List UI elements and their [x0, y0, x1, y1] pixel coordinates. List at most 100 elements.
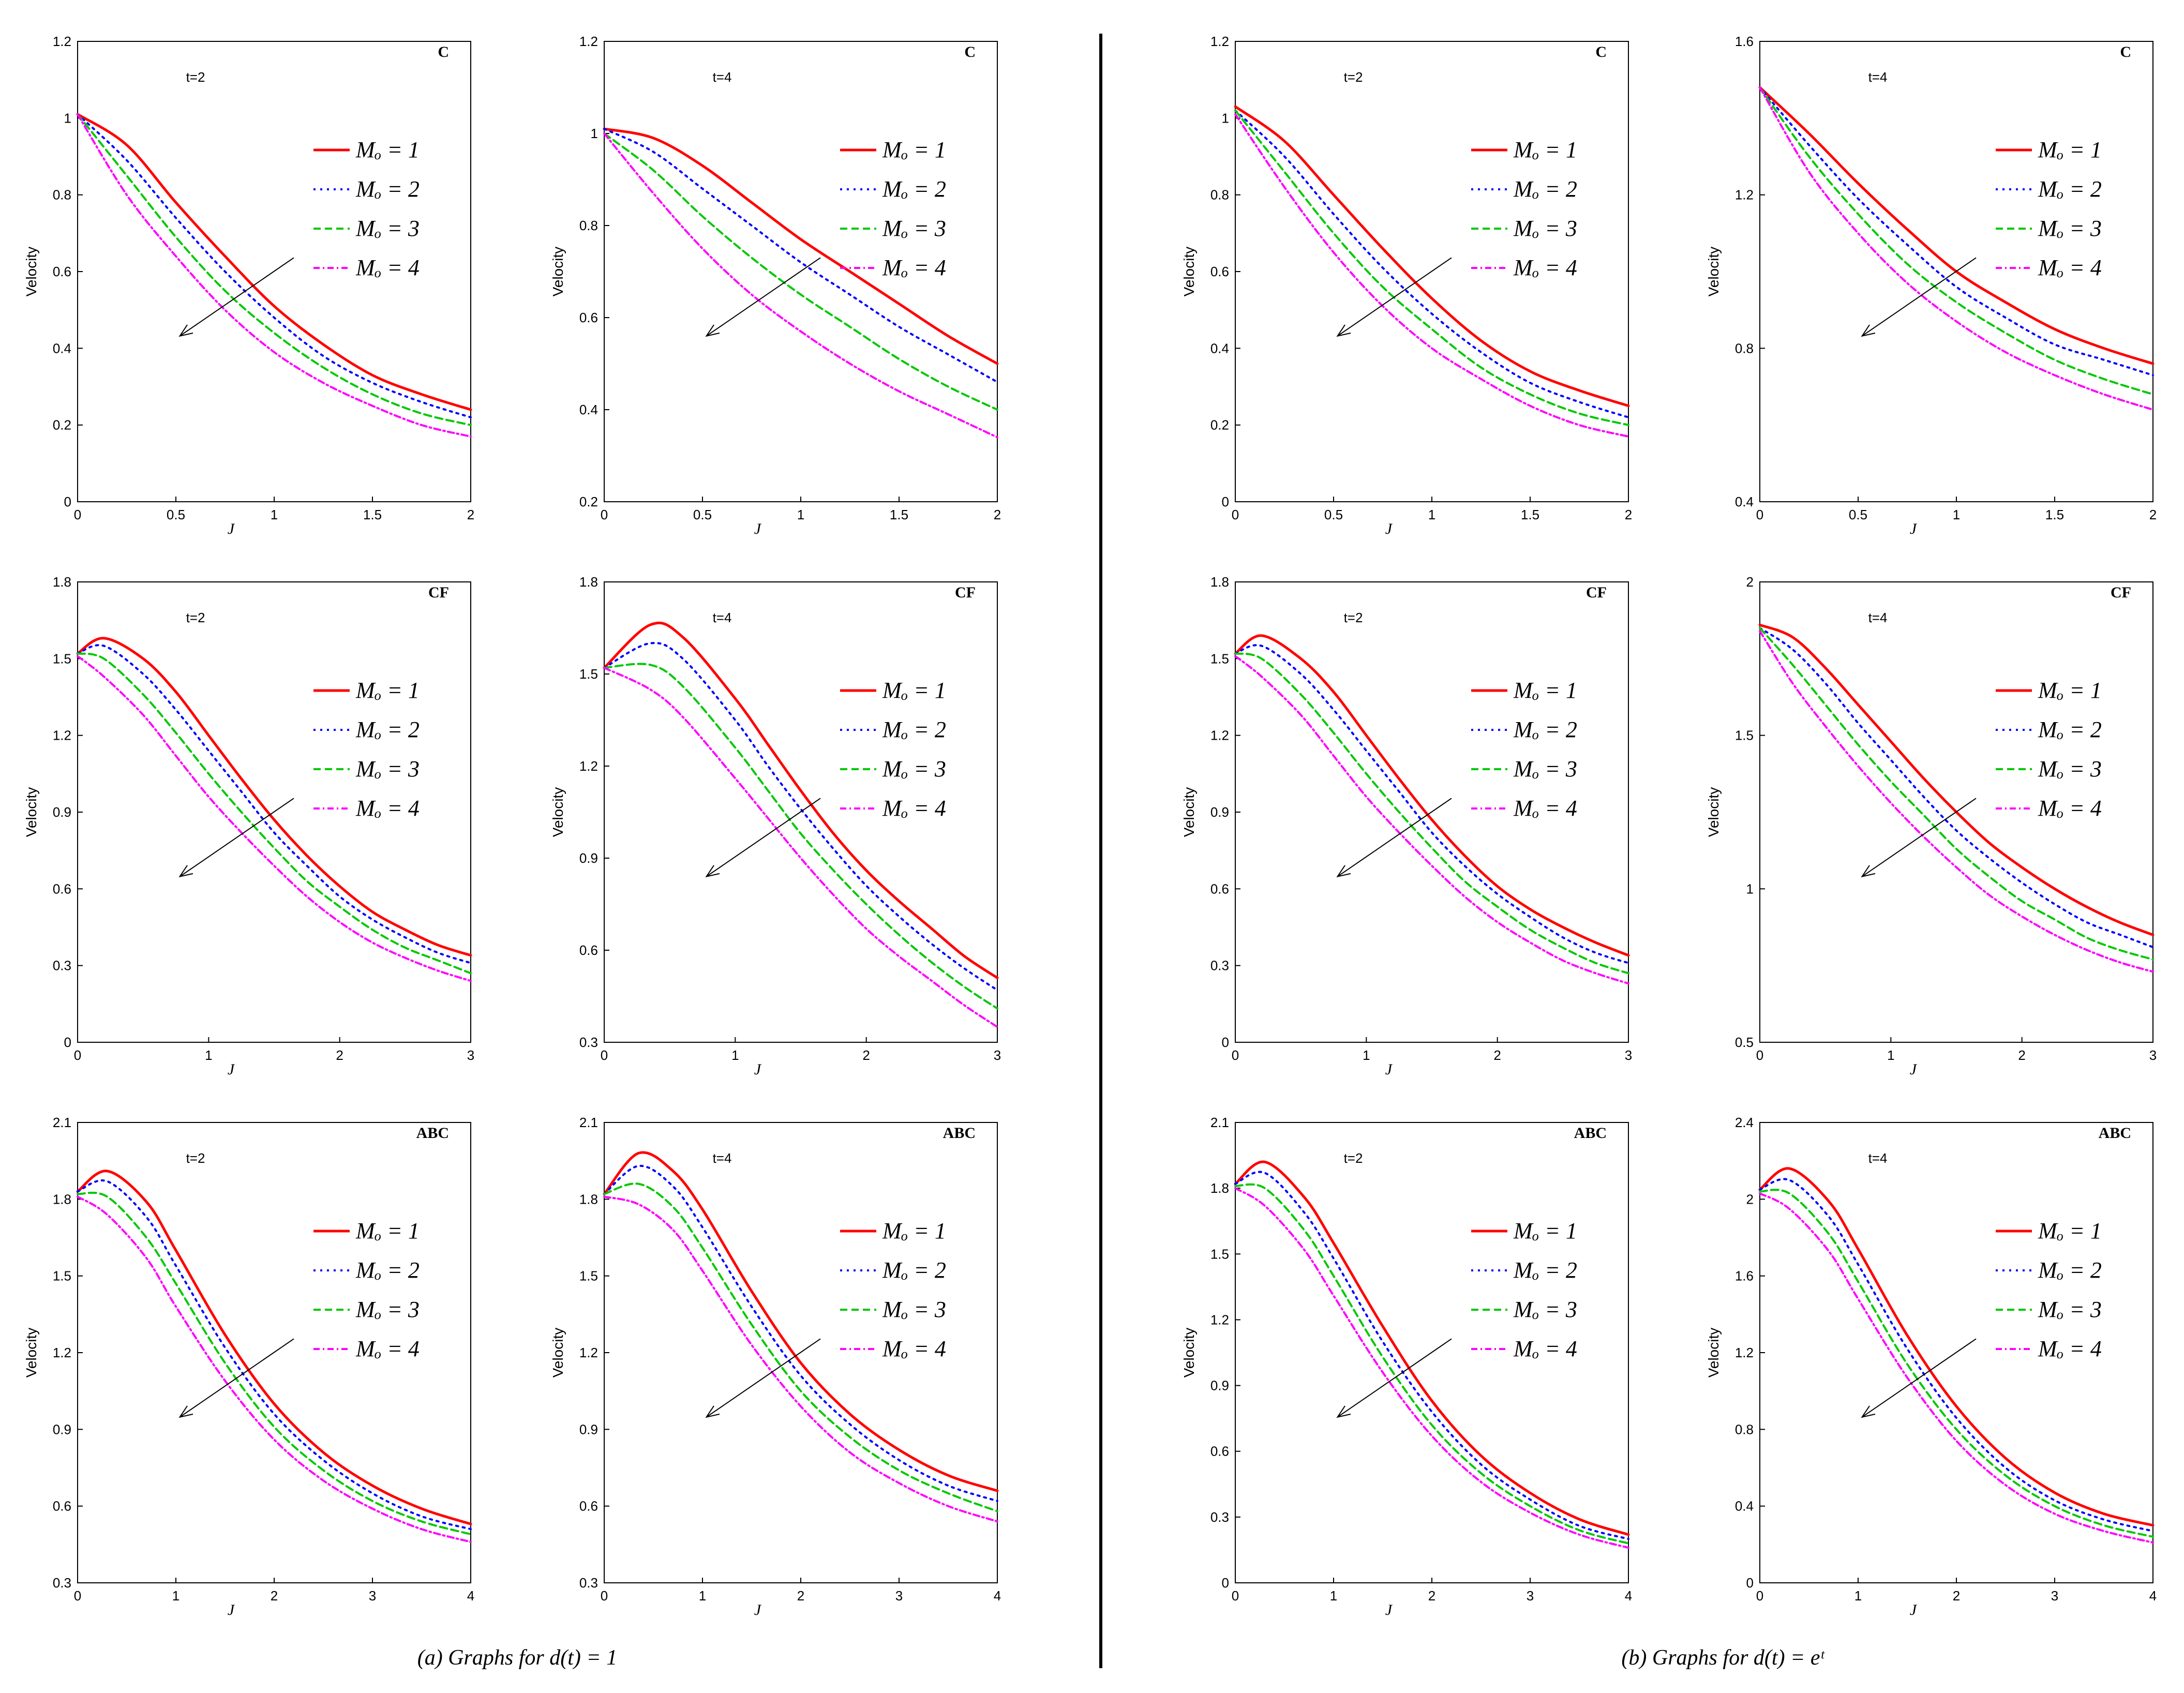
legend-label-mo-3: Mₒ = 3 — [1513, 216, 1577, 241]
y-tick-label: 0.9 — [1210, 804, 1229, 820]
series-line-mo-3 — [603, 132, 998, 411]
x-tick-label: 1 — [699, 1588, 706, 1604]
y-tick-label: 0 — [64, 1035, 71, 1050]
series-line-mo-1 — [603, 621, 999, 979]
plot-frame — [604, 581, 998, 1043]
x-axis-label: J — [228, 1061, 235, 1078]
y-tick-label: 1 — [1746, 881, 1754, 896]
x-tick-label: 1 — [1428, 507, 1435, 522]
legend-label-mo-2: Mₒ = 2 — [1513, 1257, 1577, 1283]
y-tick-label: 0.3 — [579, 1575, 598, 1591]
trend-arrow-head — [1861, 324, 1876, 337]
trend-arrow-line — [1862, 257, 1977, 337]
x-tick-label: 3 — [2051, 1588, 2058, 1604]
x-tick-label: 0.5 — [693, 507, 712, 522]
legend-label-mo-3: Mₒ = 3 — [2038, 756, 2102, 782]
chart-b-CF-t2: 0 1 2 3 0 0.3 0.6 0.9 1.2 1.5 1.8 Velocity J CF t=2 Mₒ … — [1181, 574, 1632, 1078]
time-label: t=4 — [1868, 69, 1888, 85]
y-tick-label: 0.3 — [1210, 1509, 1229, 1525]
y-tick-label: 0.4 — [579, 402, 598, 417]
time-label: t=2 — [1344, 69, 1363, 85]
legend-label-mo-4: Mₒ = 4 — [2038, 1336, 2102, 1361]
caption-a: (a) Graphs for d(t) = 1 — [417, 1646, 618, 1670]
chart-b-ABC-t4: 0 1 2 3 4 0 0.4 0.8 1.2 1.6 2 2.4 Velocity J ABC t=4 Mₒ … — [1706, 1115, 2157, 1619]
legend-label-mo-4: Mₒ = 4 — [2038, 255, 2102, 280]
trend-arrow-head — [1336, 865, 1351, 878]
y-axis-label: Velocity — [1706, 1328, 1722, 1378]
chart-a-C-t4: 0 0.5 1 1.5 2 0.2 0.4 0.6 0.8 1 1.2 Velocity J Ct=4 Mₒ… — [550, 34, 1001, 537]
charts-grid: 0 0.5 1 1.5 2 0 0.2 0.4 0.6 0.8 1 1.2 Velocity J Ct=2 M… — [23, 34, 2157, 1619]
legend-label-mo-4: Mₒ = 4 — [355, 255, 420, 280]
y-tick-label: 1 — [1222, 110, 1229, 126]
trend-arrow-head — [705, 324, 720, 337]
x-tick-label: 2 — [1428, 1588, 1435, 1604]
trend-arrow-head — [178, 324, 193, 337]
x-tick-label: 2 — [2018, 1047, 2025, 1063]
series-line-mo-1 — [1234, 1160, 1630, 1536]
y-tick-label: 1.8 — [1210, 1180, 1229, 1196]
series-line-mo-2 — [603, 1165, 998, 1502]
y-tick-label: 1.8 — [53, 574, 71, 590]
legend-label-mo-2: Mₒ = 2 — [355, 717, 420, 742]
legend-label-mo-3: Mₒ = 3 — [882, 1297, 946, 1322]
y-tick-label: 1.8 — [579, 1191, 598, 1207]
y-tick-label: 0.3 — [1210, 958, 1229, 973]
y-axis-label: Velocity — [550, 247, 566, 297]
x-tick-label: 1.5 — [363, 507, 382, 522]
y-axis-label: Velocity — [23, 1328, 39, 1378]
legend-label-mo-1: Mₒ = 1 — [1513, 1218, 1577, 1243]
legend-label-mo-1: Mₒ = 1 — [882, 678, 946, 703]
y-tick-label: 0.2 — [1210, 417, 1229, 433]
trend-arrow-head — [705, 1405, 720, 1418]
legend-label-mo-1: Mₒ = 1 — [882, 1218, 946, 1243]
y-tick-label: 0 — [1222, 494, 1229, 510]
y-tick-label: 2.1 — [1210, 1115, 1229, 1130]
x-tick-label: 2 — [271, 1588, 278, 1604]
series-line-mo-2 — [1759, 86, 2154, 377]
x-tick-label: 1.5 — [890, 507, 908, 522]
x-tick-label: 3 — [467, 1047, 474, 1063]
legend-label-mo-4: Mₒ = 4 — [1513, 796, 1577, 821]
model-label: CF — [955, 584, 976, 601]
model-label: C — [438, 43, 449, 61]
x-tick-label: 2 — [1953, 1588, 1960, 1604]
series-line-mo-2 — [1234, 109, 1629, 418]
series-line-mo-3 — [77, 652, 472, 975]
model-label: ABC — [943, 1125, 976, 1142]
legend-label-mo-3: Mₒ = 3 — [355, 756, 420, 782]
x-axis-label: J — [1910, 520, 1918, 537]
series-line-mo-1 — [1234, 634, 1630, 957]
x-tick-label: 1 — [1363, 1047, 1370, 1063]
y-tick-label: 1.8 — [53, 1191, 71, 1207]
chart-a-CF-t2: 0 1 2 3 0 0.3 0.6 0.9 1.2 1.5 1.8 Velocity J CF t=2 Mₒ … — [23, 574, 474, 1078]
x-tick-label: 1 — [1953, 507, 1960, 522]
x-tick-label: 4 — [2149, 1588, 2157, 1604]
trend-arrow-line — [179, 798, 294, 877]
trend-arrow-line — [706, 1338, 821, 1418]
y-tick-label: 1 — [591, 126, 598, 141]
caption-b: (b) Graphs for d(t) = eᵗ — [1621, 1646, 1825, 1670]
legend-label-mo-1: Mₒ = 1 — [882, 137, 946, 162]
y-tick-label: 0.8 — [1735, 340, 1754, 356]
series-line-mo-1 — [603, 127, 999, 365]
y-tick-label: 0.8 — [579, 218, 598, 233]
y-tick-label: 0.6 — [53, 1499, 71, 1514]
y-tick-label: 0.8 — [1735, 1421, 1754, 1437]
model-label: CF — [428, 584, 449, 601]
x-tick-label: 0 — [1232, 1588, 1239, 1604]
model-label: C — [1595, 43, 1607, 61]
y-tick-label: 0 — [1746, 1575, 1754, 1591]
series-line-mo-3 — [603, 663, 998, 1010]
y-tick-label: 0.6 — [579, 310, 598, 325]
x-axis-label: J — [1910, 1601, 1918, 1619]
x-axis-label: J — [754, 1601, 762, 1619]
x-axis-label: J — [228, 520, 235, 537]
time-label: t=2 — [186, 610, 205, 625]
series-line-mo-3 — [1234, 652, 1629, 975]
y-tick-label: 1.2 — [579, 1345, 598, 1360]
legend-label-mo-4: Mₒ = 4 — [1513, 1336, 1577, 1361]
y-tick-label: 1.5 — [53, 651, 71, 666]
series-line-mo-2 — [1759, 1178, 2154, 1532]
y-tick-label: 1.2 — [53, 34, 71, 49]
legend-label-mo-3: Mₒ = 3 — [2038, 216, 2102, 241]
